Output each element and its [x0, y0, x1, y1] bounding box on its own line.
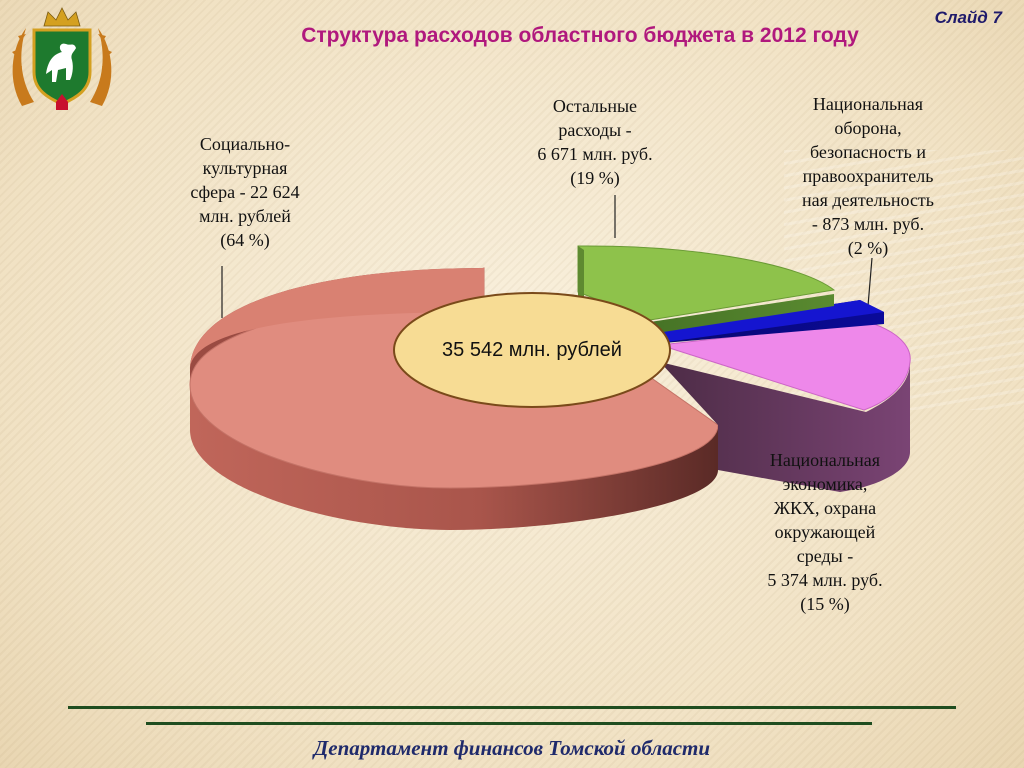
slice-defense — [652, 300, 884, 344]
tomsk-coat-of-arms-icon — [12, 7, 112, 110]
total-label: 35 542 млн. рублей — [442, 338, 622, 361]
chart-title: Структура расходов областного бюджета в … — [301, 24, 859, 47]
footer-rule-top — [68, 706, 956, 709]
leader-line-defense — [867, 257, 873, 307]
slide-number: Слайд 7 — [934, 8, 1002, 27]
data-label-national-economy: Национальная экономика, ЖКХ, охрана окру… — [767, 450, 883, 614]
footer-rule-bottom — [146, 722, 872, 725]
footer-department: Департамент финансов Томской области — [313, 736, 711, 760]
data-label-other-expenses: Остальные расходы - 6 671 млн. руб. (19 … — [537, 96, 653, 188]
slice-national-economy — [659, 321, 911, 492]
data-label-social-culture: Социально- культурная сфера - 22 624 млн… — [190, 134, 300, 250]
data-label-defense: Национальная оборона, безопасность и пра… — [801, 94, 935, 258]
total-ellipse — [393, 292, 671, 408]
slice-other-expenses — [577, 245, 836, 334]
leader-lines — [221, 195, 873, 318]
